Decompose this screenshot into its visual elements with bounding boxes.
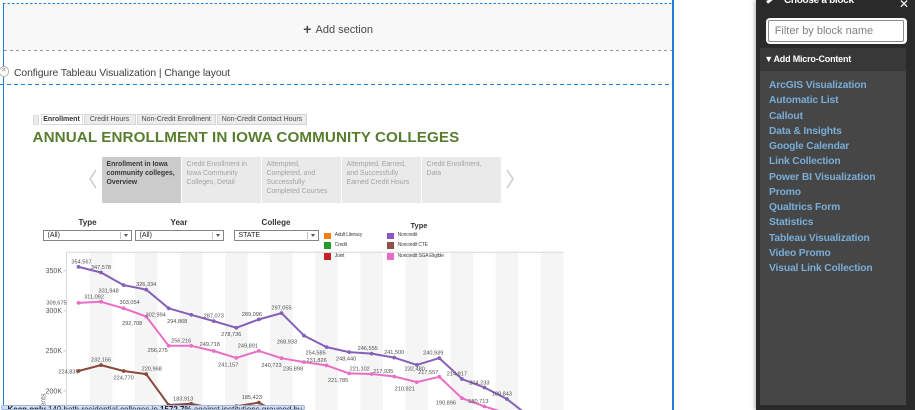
svg-text:246,555: 246,555 [358,346,378,352]
svg-text:309,675: 309,675 [46,300,66,306]
svg-text:190,896: 190,896 [436,401,456,407]
svg-text:204,233: 204,233 [469,381,489,387]
svg-text:287,073: 287,073 [204,314,224,320]
svg-text:231,826: 231,826 [306,358,326,364]
svg-text:250K: 250K [46,348,63,355]
svg-text:210,921: 210,921 [395,387,415,393]
svg-text:297,055: 297,055 [271,306,291,312]
svg-text:185,423: 185,423 [242,395,262,401]
svg-text:189,843: 189,843 [492,392,512,398]
svg-text:350K: 350K [46,268,63,275]
svg-text:326,334: 326,334 [136,282,156,288]
svg-text:180,713: 180,713 [468,399,488,405]
svg-text:311,092: 311,092 [84,294,104,300]
svg-text:217,557: 217,557 [418,370,438,376]
svg-text:289,096: 289,096 [242,312,262,318]
svg-text:302,994: 302,994 [146,312,166,318]
svg-text:235,898: 235,898 [283,367,303,373]
svg-text:240,939: 240,939 [423,351,443,357]
svg-text:220,968: 220,968 [142,367,162,373]
svg-text:347,578: 347,578 [91,265,111,271]
svg-text:200K: 200K [46,388,63,395]
svg-text:256,275: 256,275 [148,348,168,354]
svg-text:256,216: 256,216 [171,338,191,344]
svg-text:331,948: 331,948 [98,289,118,295]
svg-text:300K: 300K [46,308,63,315]
svg-text:214,817: 214,817 [447,372,467,378]
svg-text:224,835: 224,835 [58,370,78,376]
svg-text:254,585: 254,585 [305,351,325,357]
svg-text:248,440: 248,440 [336,357,356,363]
svg-text:354,567: 354,567 [71,259,91,265]
svg-text:249,718: 249,718 [200,342,220,348]
svg-text:221,785: 221,785 [328,378,348,384]
svg-text:268,933: 268,933 [277,340,297,346]
svg-text:240,723: 240,723 [261,363,281,369]
svg-text:217,935: 217,935 [373,369,393,375]
svg-text:Number of Students: Number of Students [41,393,48,410]
svg-text:294,868: 294,868 [167,319,187,325]
svg-text:221,102: 221,102 [350,367,370,373]
svg-text:303,054: 303,054 [119,300,139,306]
svg-text:249,891: 249,891 [238,343,258,349]
svg-text:241,500: 241,500 [384,350,404,356]
svg-text:278,736: 278,736 [221,332,241,338]
svg-text:183,913: 183,913 [173,396,193,402]
svg-text:241,157: 241,157 [218,362,238,368]
svg-text:292,708: 292,708 [122,321,142,327]
svg-text:232,480: 232,480 [405,366,425,372]
svg-text:232,156: 232,156 [91,358,111,364]
svg-text:224,770: 224,770 [113,376,133,382]
